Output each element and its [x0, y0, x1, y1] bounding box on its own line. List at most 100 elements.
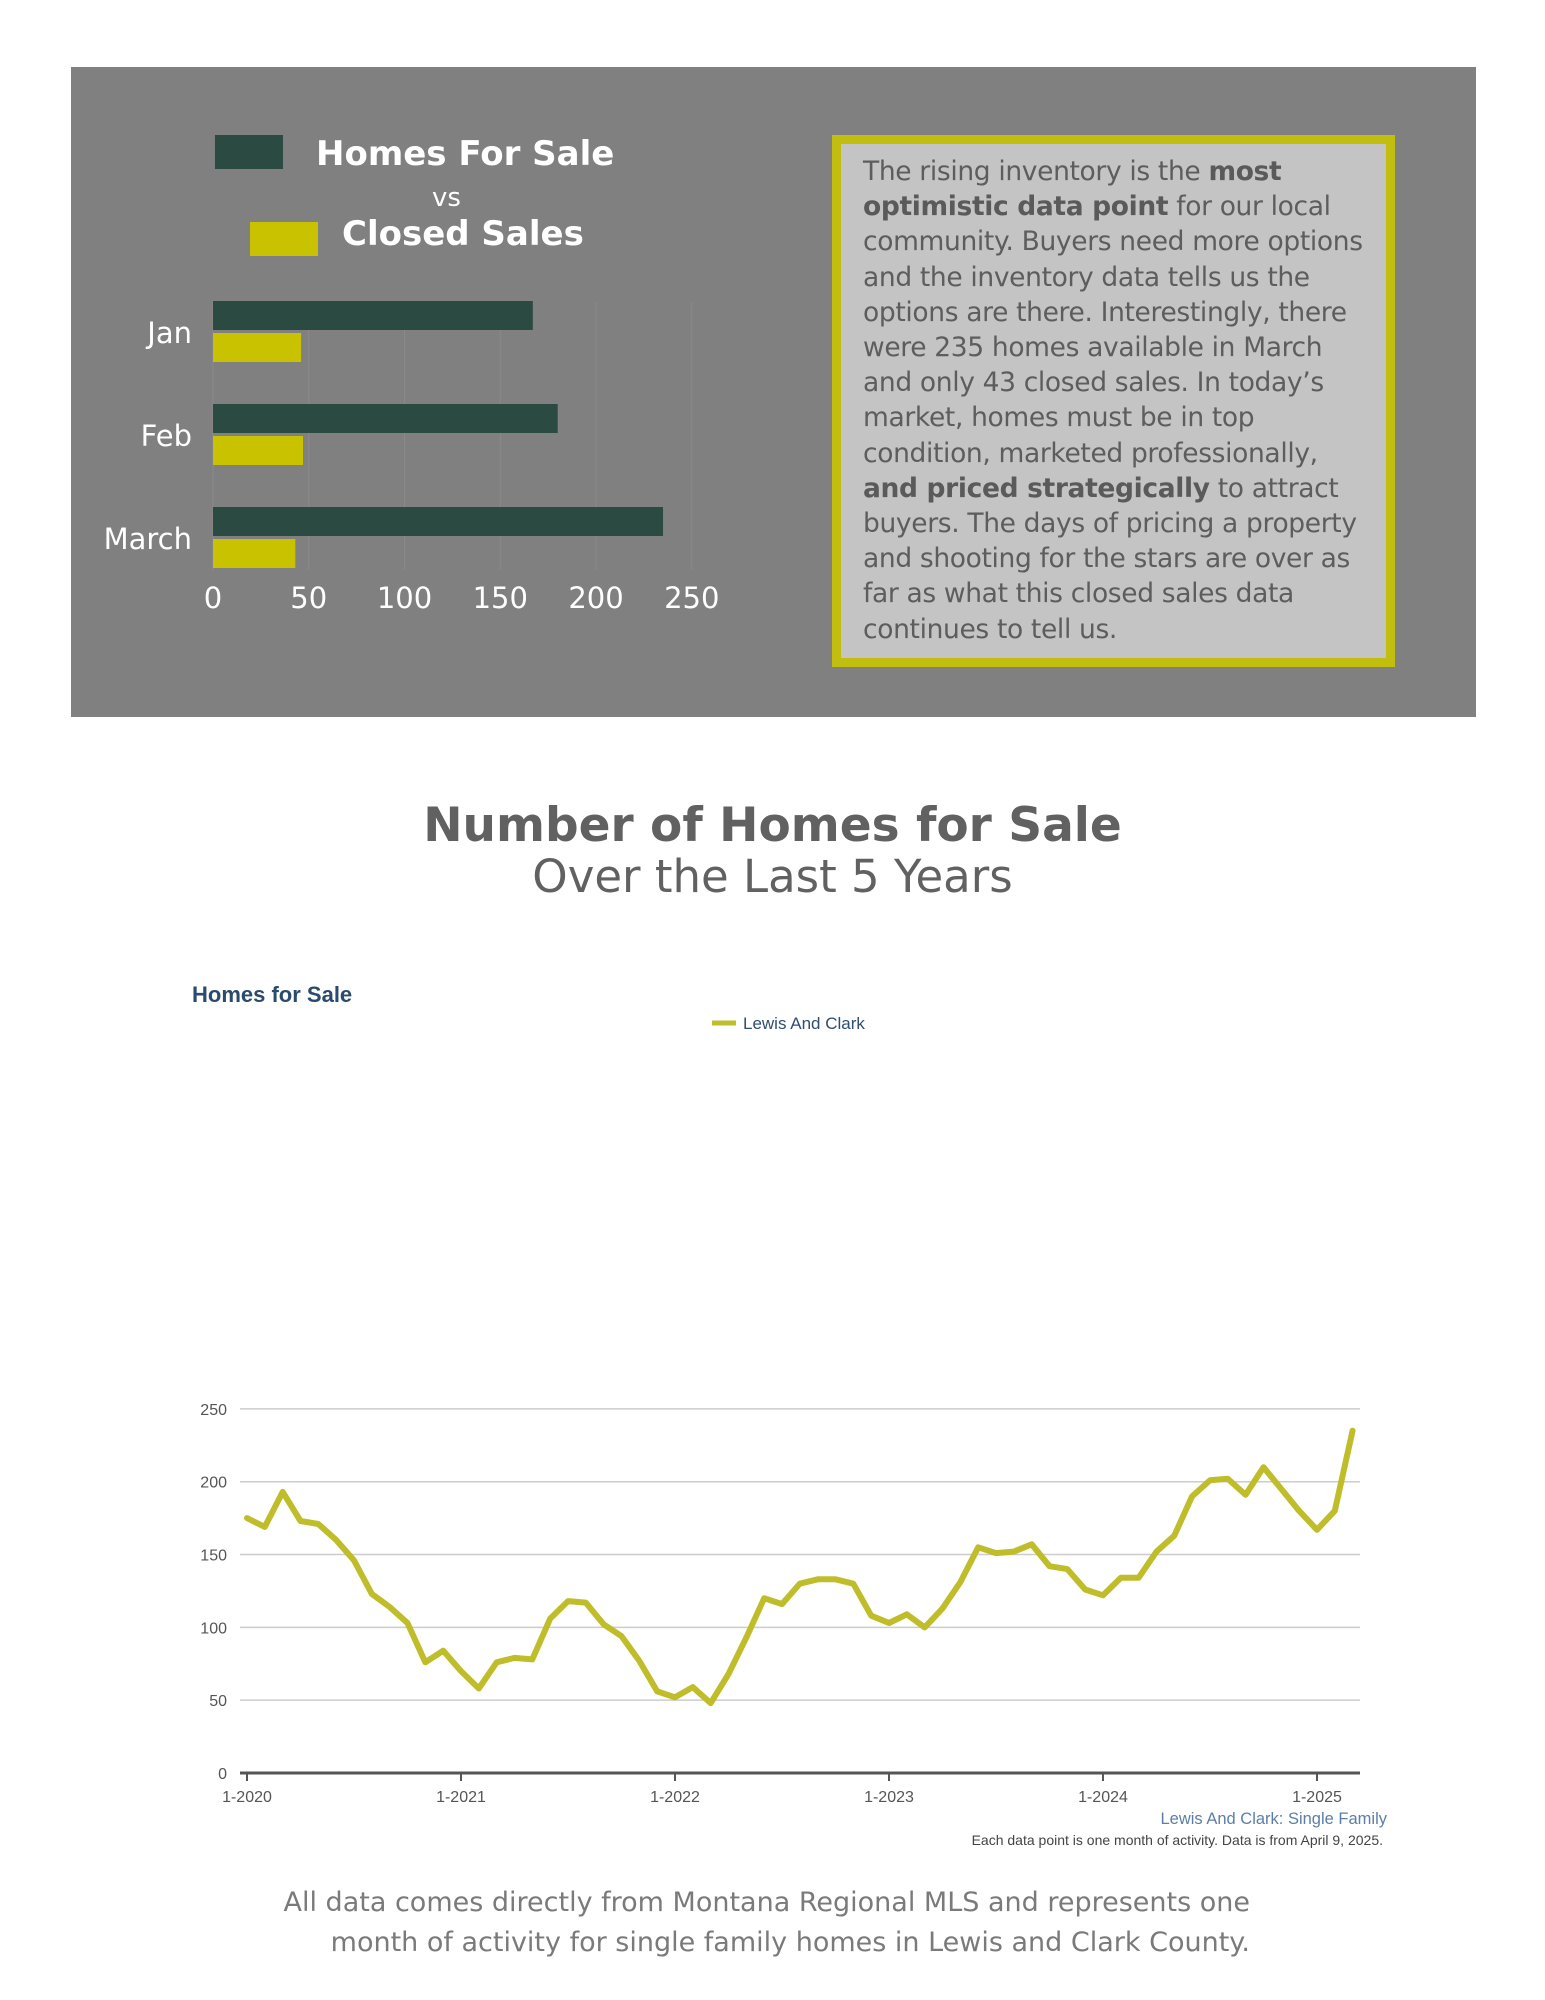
bar-homes-for-sale: [213, 301, 533, 330]
data-point: [887, 1621, 891, 1625]
data-point: [655, 1689, 659, 1693]
legend-label-homes-for-sale: Homes For Sale: [316, 134, 615, 174]
data-point: [744, 1636, 748, 1640]
data-source-note: All data comes directly from Montana Reg…: [250, 1883, 1251, 1963]
data-point: [816, 1577, 820, 1581]
data-point: [798, 1582, 802, 1586]
bar-x-tick-label: 100: [377, 581, 432, 615]
legend-swatch-homes-for-sale: [215, 135, 283, 169]
bar-closed-sales: [213, 333, 302, 362]
data-point: [1119, 1576, 1123, 1580]
data-point: [1083, 1587, 1087, 1591]
bar-x-tick-label: 150: [473, 581, 528, 615]
data-point: [459, 1669, 463, 1673]
data-point: [994, 1551, 998, 1555]
data-point: [1208, 1478, 1212, 1482]
data-point: [833, 1577, 837, 1581]
data-point: [762, 1596, 766, 1600]
bar-closed-sales: [213, 436, 304, 465]
data-point: [673, 1695, 677, 1699]
bar-x-tick-label: 0: [204, 581, 222, 615]
data-point: [370, 1592, 374, 1596]
legend-vs: vs: [432, 183, 461, 213]
data-point: [352, 1558, 356, 1562]
y-tick-label: 200: [200, 1475, 227, 1492]
data-point: [281, 1490, 285, 1494]
bar-x-tick-label: 250: [664, 581, 719, 615]
data-point: [316, 1522, 320, 1526]
data-point: [1154, 1550, 1158, 1554]
y-tick-label: 150: [200, 1548, 227, 1565]
data-point: [923, 1625, 927, 1629]
data-point: [869, 1614, 873, 1618]
data-point: [298, 1519, 302, 1523]
bar-category-label: March: [104, 522, 192, 556]
chart-footnote: Each data point is one month of activity…: [972, 1832, 1383, 1848]
data-point: [405, 1621, 409, 1625]
data-point: [780, 1602, 784, 1606]
data-point: [637, 1659, 641, 1663]
inventory-commentary-box: The rising inventory is the most optimis…: [832, 135, 1395, 667]
bar-category-label: Feb: [141, 419, 192, 453]
x-tick-label: 1-2022: [650, 1789, 700, 1806]
data-point: [940, 1606, 944, 1610]
x-tick-label: 1-2020: [222, 1789, 272, 1806]
data-point: [602, 1622, 606, 1626]
data-point: [619, 1634, 623, 1638]
data-source-line-1: All data comes directly from Montana Reg…: [283, 1887, 1251, 1918]
data-point: [584, 1601, 588, 1605]
x-tick-label: 1-2023: [864, 1789, 914, 1806]
data-point: [477, 1687, 481, 1691]
data-point: [1030, 1542, 1034, 1546]
y-tick-label: 50: [209, 1693, 227, 1710]
line-chart-title: Homes for Sale: [192, 982, 352, 1007]
homes-vs-closed-bar-chart: Jan Feb March 0 50 100 150 200 250: [104, 301, 719, 615]
data-point: [1351, 1429, 1355, 1433]
legend-label-lewis-and-clark: Lewis And Clark: [743, 1014, 865, 1033]
data-point: [1333, 1509, 1337, 1513]
data-point: [1065, 1567, 1069, 1571]
data-point: [726, 1672, 730, 1676]
legend-swatch-closed-sales: [250, 222, 318, 256]
data-point: [334, 1538, 338, 1542]
data-point: [1261, 1465, 1265, 1469]
bar-category-label: Jan: [145, 316, 192, 350]
data-point: [388, 1605, 392, 1609]
series-line-lewis-and-clark: [244, 1427, 1356, 1707]
inventory-commentary-text: The rising inventory is the most optimis…: [863, 156, 1363, 645]
data-point: [1226, 1477, 1230, 1481]
data-point: [441, 1649, 445, 1653]
x-tick-label: 1-2025: [1292, 1789, 1342, 1806]
data-point: [512, 1656, 516, 1660]
data-point: [958, 1580, 962, 1584]
data-point: [1012, 1550, 1016, 1554]
data-point: [976, 1545, 980, 1549]
data-point: [709, 1701, 713, 1705]
data-point: [1297, 1509, 1301, 1513]
bar-homes-for-sale: [213, 404, 558, 433]
y-tick-label: 100: [200, 1620, 227, 1637]
data-point: [423, 1660, 427, 1664]
data-point: [1315, 1528, 1319, 1532]
data-point: [1047, 1564, 1051, 1568]
data-point: [691, 1685, 695, 1689]
legend-label-closed-sales: Closed Sales: [342, 214, 584, 254]
data-source-line-2: month of activity for single family home…: [330, 1927, 1250, 1958]
region-label: Lewis And Clark: Single Family: [1160, 1810, 1387, 1828]
data-point: [1244, 1493, 1248, 1497]
data-point: [1101, 1593, 1105, 1597]
data-point: [530, 1657, 534, 1661]
data-point: [548, 1617, 552, 1621]
x-tick-label: 1-2024: [1078, 1789, 1128, 1806]
bar-x-tick-label: 50: [290, 581, 327, 615]
data-point: [566, 1599, 570, 1603]
bar-x-tick-label: 200: [568, 581, 623, 615]
data-point: [1190, 1494, 1194, 1498]
data-point: [905, 1612, 909, 1616]
data-point: [851, 1582, 855, 1586]
data-point: [495, 1660, 499, 1664]
data-point: [1172, 1534, 1176, 1538]
data-point: [1279, 1487, 1283, 1491]
section-title: Number of Homes for Sale: [423, 798, 1122, 853]
data-point: [1137, 1576, 1141, 1580]
